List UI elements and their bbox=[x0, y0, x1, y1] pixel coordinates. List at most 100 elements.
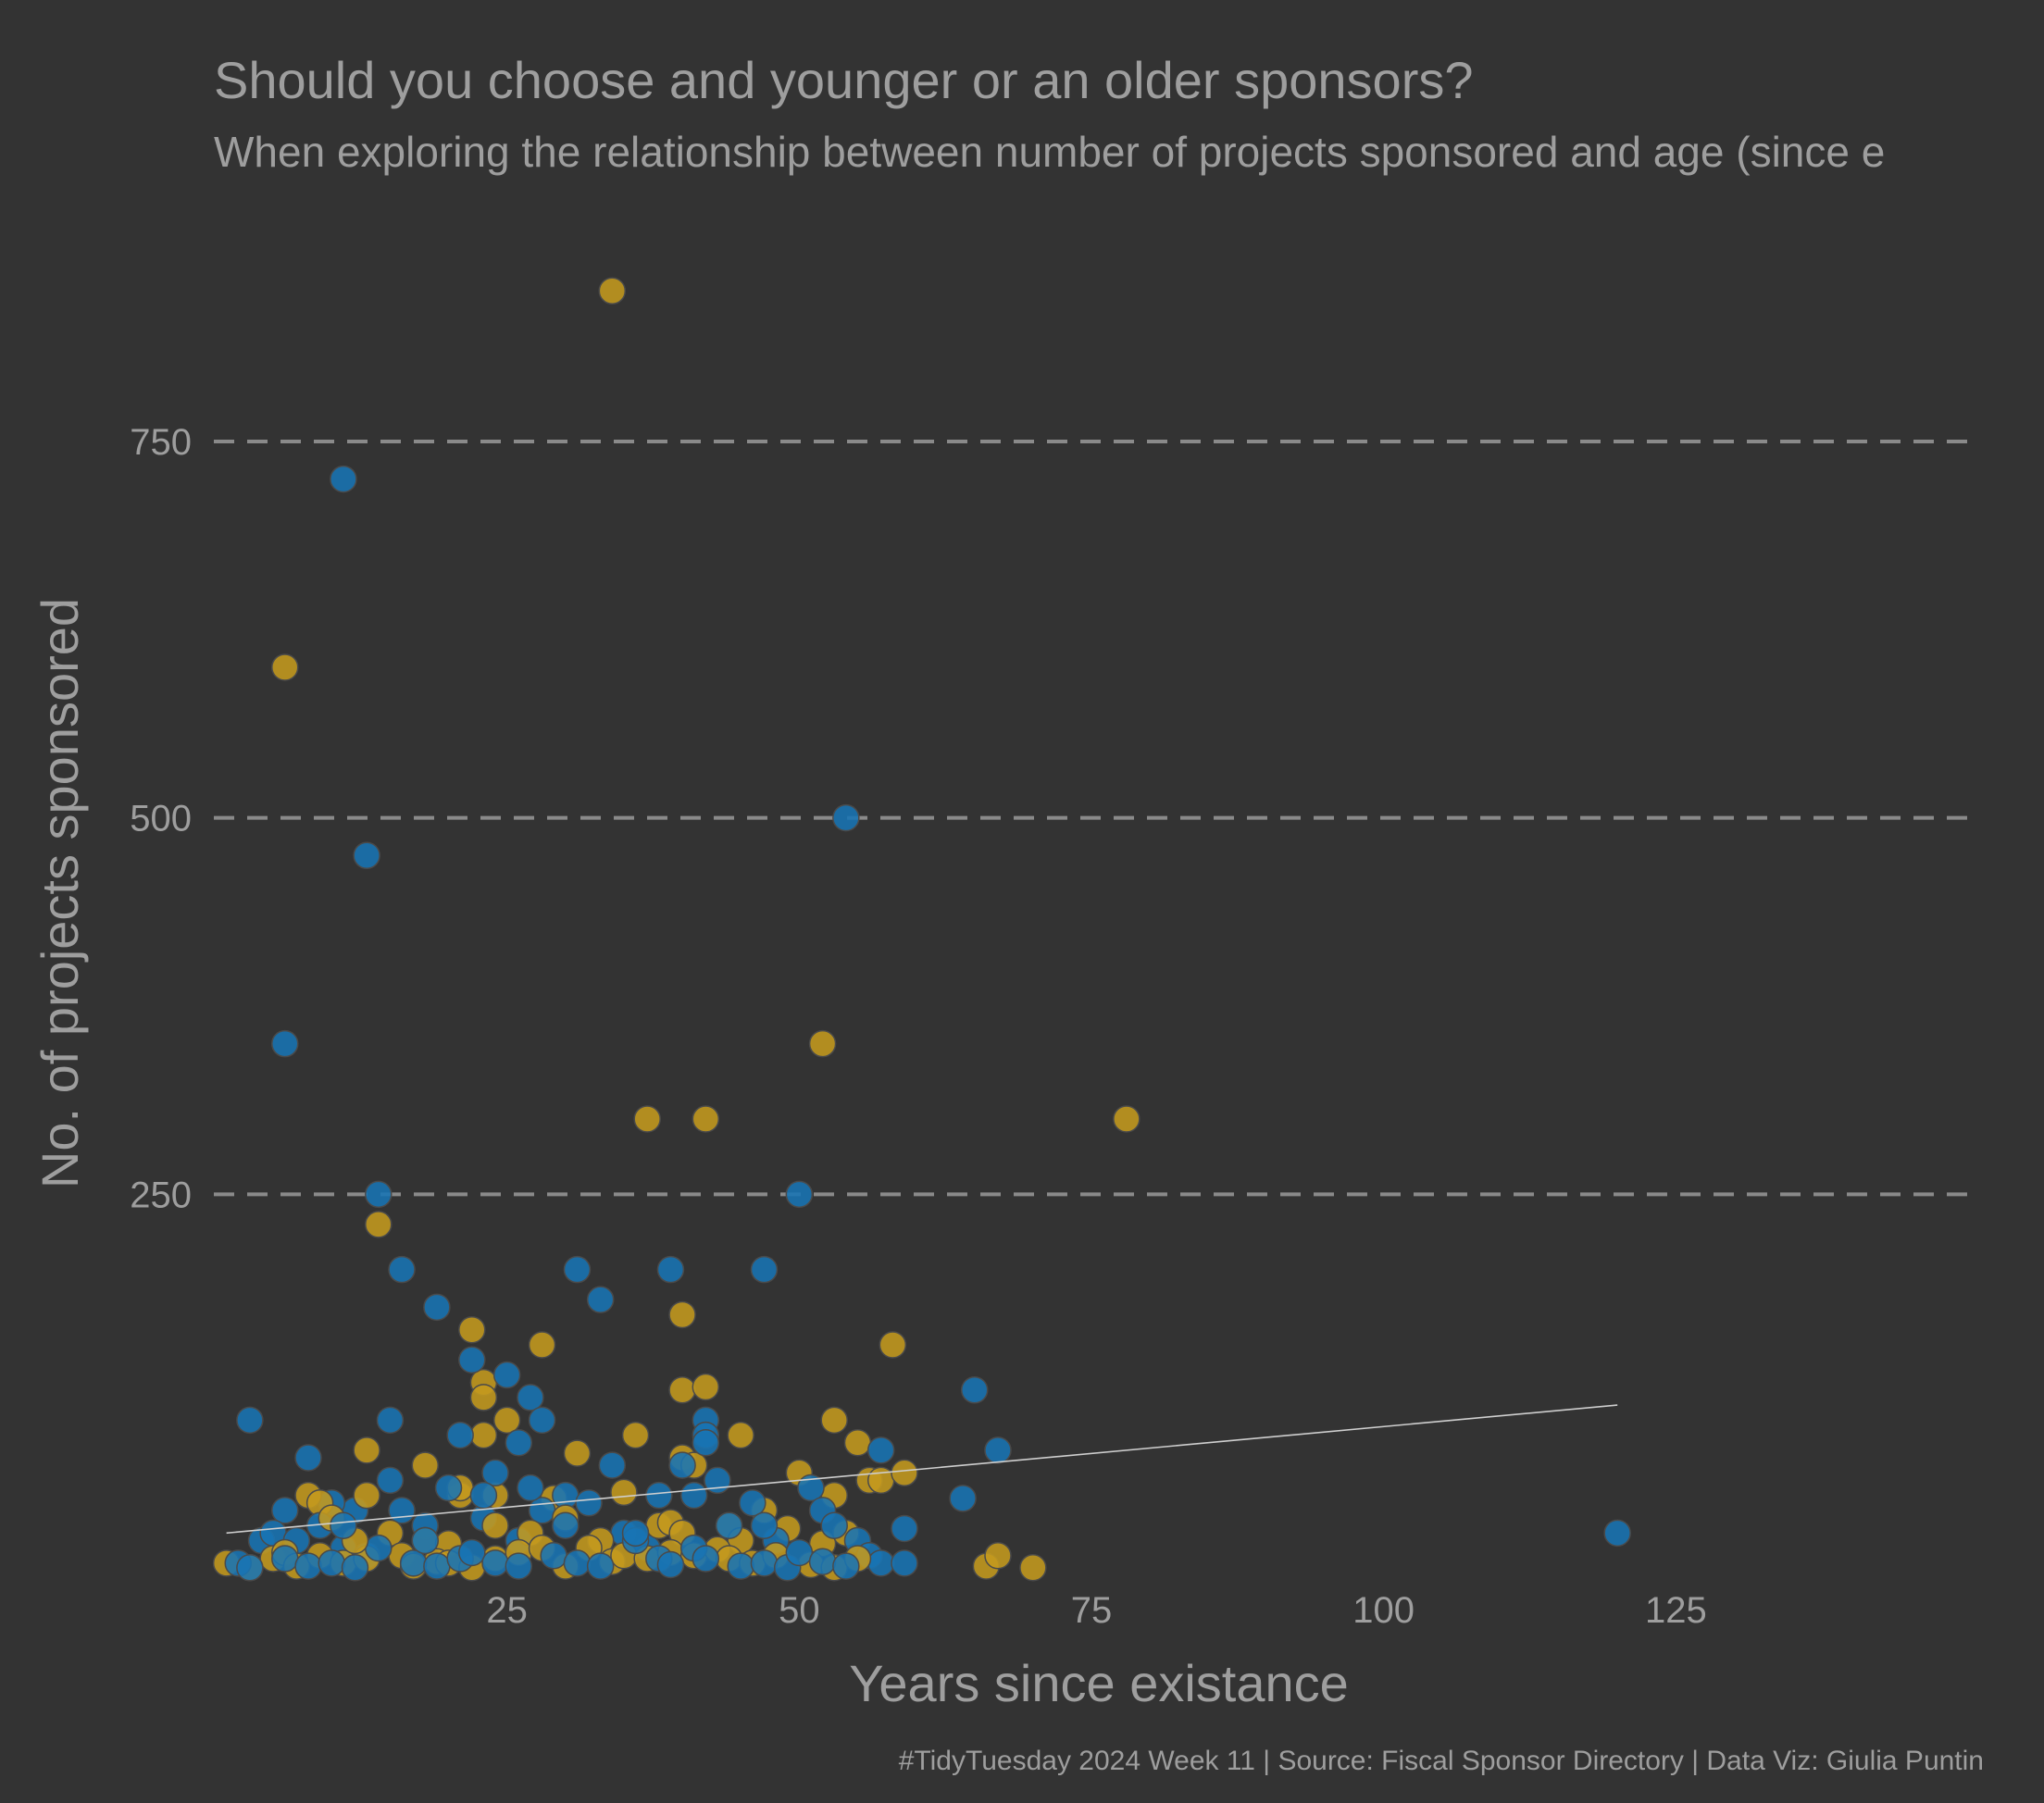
data-point-blue bbox=[376, 1406, 405, 1435]
data-point-blue bbox=[294, 1552, 322, 1580]
data-point-blue bbox=[563, 1255, 592, 1284]
data-point-blue bbox=[692, 1545, 720, 1573]
y-tick-label: 250 bbox=[130, 1175, 192, 1215]
data-point-gold bbox=[563, 1439, 592, 1467]
data-point-blue bbox=[271, 1497, 299, 1524]
data-point-gold bbox=[411, 1451, 440, 1479]
x-tick-label: 125 bbox=[1645, 1590, 1707, 1631]
data-point-blue bbox=[984, 1436, 1012, 1464]
x-tick-label: 50 bbox=[779, 1590, 820, 1631]
data-point-blue bbox=[739, 1489, 766, 1517]
x-axis-ticks: 25 50 75 100 125 bbox=[486, 1590, 1706, 1631]
data-point-blue bbox=[341, 1553, 369, 1582]
data-point-gold bbox=[528, 1331, 556, 1359]
data-point-gold bbox=[668, 1300, 696, 1329]
data-point-blue bbox=[505, 1552, 533, 1580]
data-point-blue bbox=[692, 1428, 720, 1457]
data-point-gold bbox=[692, 1105, 720, 1133]
data-point-blue bbox=[469, 1481, 498, 1510]
data-point-blue bbox=[552, 1511, 580, 1539]
data-point-gold bbox=[481, 1511, 509, 1539]
data-point-blue bbox=[656, 1255, 685, 1284]
data-point-blue bbox=[353, 841, 380, 870]
data-point-gold bbox=[458, 1315, 486, 1344]
data-point-blue bbox=[365, 1180, 393, 1209]
data-point-blue bbox=[808, 1548, 837, 1575]
data-point-blue bbox=[668, 1451, 696, 1479]
data-point-blue bbox=[715, 1511, 743, 1539]
data-point-gold bbox=[727, 1421, 754, 1449]
data-point-blue bbox=[750, 1255, 779, 1284]
data-points bbox=[212, 277, 1631, 1582]
y-axis-label: No. of projects sponsored bbox=[31, 598, 89, 1188]
grid-lines bbox=[214, 439, 1970, 1197]
data-point-gold bbox=[879, 1331, 907, 1359]
data-point-blue bbox=[891, 1514, 918, 1543]
data-point-gold bbox=[692, 1373, 720, 1401]
data-point-blue bbox=[388, 1497, 416, 1524]
data-point-blue bbox=[866, 1436, 895, 1464]
data-point-gold bbox=[820, 1406, 848, 1435]
data-point-blue bbox=[586, 1286, 615, 1313]
data-point-blue bbox=[563, 1549, 592, 1577]
data-point-blue bbox=[960, 1376, 989, 1404]
data-point-gold bbox=[271, 653, 299, 681]
data-point-blue bbox=[446, 1421, 474, 1449]
data-point-blue bbox=[271, 1029, 299, 1058]
x-tick-label: 75 bbox=[1071, 1590, 1113, 1631]
data-point-blue bbox=[517, 1384, 544, 1411]
data-point-blue bbox=[481, 1549, 509, 1577]
data-point-blue bbox=[434, 1473, 463, 1502]
data-point-gold bbox=[610, 1478, 638, 1507]
data-point-blue bbox=[481, 1459, 509, 1487]
data-point-gold bbox=[365, 1211, 393, 1238]
data-point-blue bbox=[785, 1180, 814, 1209]
data-point-gold bbox=[598, 277, 627, 305]
y-axis-ticks: 250 500 750 bbox=[130, 422, 192, 1215]
data-point-blue bbox=[820, 1511, 848, 1539]
data-point-gold bbox=[353, 1481, 380, 1510]
data-point-gold bbox=[984, 1541, 1012, 1570]
data-point-blue bbox=[458, 1346, 486, 1374]
data-point-blue bbox=[891, 1549, 918, 1577]
data-point-blue bbox=[866, 1549, 895, 1577]
data-point-blue bbox=[656, 1550, 685, 1579]
data-point-blue bbox=[832, 803, 860, 832]
data-point-blue bbox=[365, 1534, 393, 1562]
data-point-blue bbox=[528, 1406, 556, 1435]
data-point-blue bbox=[727, 1552, 754, 1580]
data-point-gold bbox=[492, 1406, 521, 1435]
data-point-blue bbox=[517, 1473, 544, 1502]
data-point-blue bbox=[750, 1511, 779, 1539]
data-point-gold bbox=[668, 1376, 696, 1404]
data-point-gold bbox=[808, 1029, 837, 1058]
chart-caption: #TidyTuesday 2024 Week 11 | Source: Fisc… bbox=[899, 1746, 1984, 1776]
x-tick-label: 25 bbox=[486, 1590, 528, 1631]
chart-subtitle: When exploring the relationship between … bbox=[214, 128, 1885, 176]
data-point-gold bbox=[469, 1421, 498, 1449]
y-tick-label: 500 bbox=[130, 799, 192, 839]
data-point-blue bbox=[492, 1361, 521, 1389]
x-tick-label: 100 bbox=[1352, 1590, 1415, 1631]
data-point-blue bbox=[575, 1489, 603, 1517]
data-point-blue bbox=[399, 1549, 428, 1577]
data-point-blue bbox=[832, 1552, 860, 1580]
data-point-blue bbox=[236, 1553, 264, 1582]
trend-line-group bbox=[226, 1404, 1618, 1535]
data-point-blue bbox=[949, 1485, 977, 1512]
data-point-blue bbox=[318, 1549, 346, 1577]
x-axis-label: Years since existance bbox=[849, 1654, 1349, 1712]
data-point-blue bbox=[423, 1293, 451, 1322]
data-point-blue bbox=[621, 1519, 650, 1548]
data-point-blue bbox=[750, 1549, 779, 1577]
data-point-blue bbox=[388, 1255, 416, 1284]
data-point-blue bbox=[645, 1481, 673, 1510]
data-point-blue bbox=[598, 1451, 627, 1479]
trend-line bbox=[226, 1404, 1618, 1535]
data-point-blue bbox=[411, 1526, 440, 1555]
data-point-gold bbox=[469, 1384, 498, 1411]
data-point-gold bbox=[891, 1459, 918, 1487]
data-point-blue bbox=[528, 1497, 556, 1524]
